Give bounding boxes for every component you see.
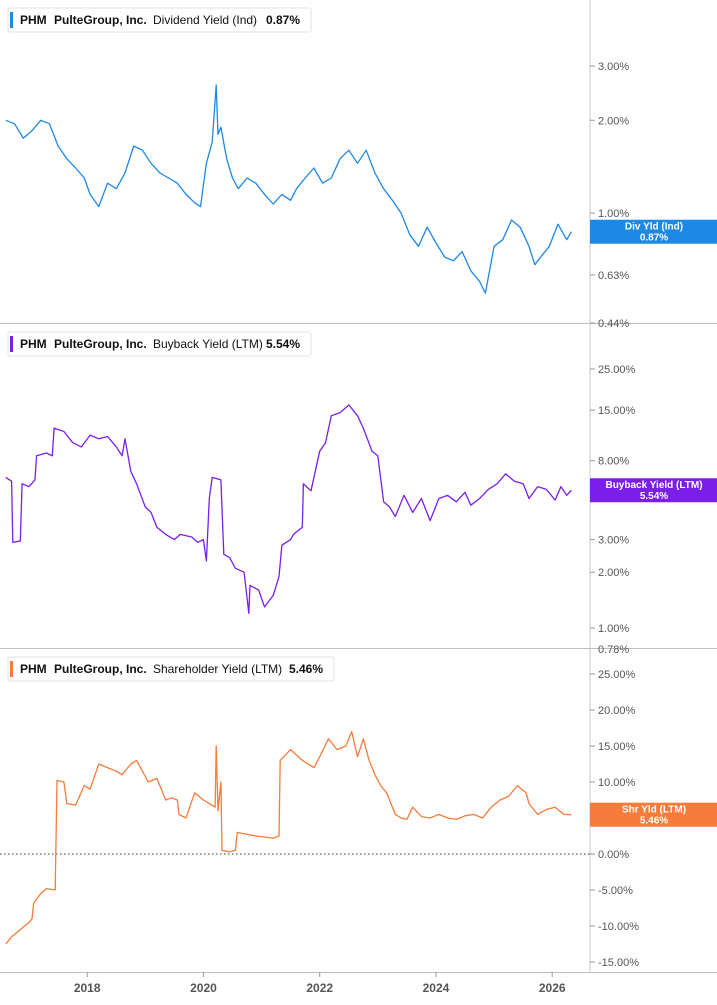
panel-1: 3.00%2.00%1.00%0.63%0.44%Div Yld (Ind)0.…	[0, 7, 717, 330]
legend: PHM PulteGroup, Inc. Dividend Yield (Ind) 0…	[7, 7, 312, 33]
y-tick-label: 0.63%	[598, 270, 629, 282]
y-tick-label: 8.00%	[598, 456, 629, 468]
y-tick-label: 0.00%	[598, 849, 629, 861]
value-badge-label: Buyback Yield (LTM)	[605, 480, 702, 491]
x-tick-label: 2022	[306, 981, 333, 995]
series-line	[5, 404, 572, 614]
value-badge-label: Shr Yld (LTM)	[622, 805, 686, 816]
panel-2: 25.00% 15.00% 8.00% 3.00% 2.00% 1.00% Buyback …	[0, 331, 717, 649]
legend: PHM PulteGroup, Inc. Buyback Yield (LTM) 5.…	[7, 331, 312, 357]
value-badge-value: 0.87%	[640, 233, 668, 244]
legend-box	[7, 656, 335, 682]
y-tick-label: 3.00%	[598, 535, 629, 547]
value-badge	[590, 478, 717, 503]
legend-box	[7, 7, 312, 33]
legend-metric: Shareholder Yield (LTM)	[153, 662, 282, 676]
value-badge-value: 5.46%	[640, 816, 668, 827]
y-tick-label: -15.00%	[598, 957, 639, 969]
x-axis: 2018 2020 2022 2024 2026	[0, 972, 717, 995]
y-tick-label: 1.00%	[598, 623, 629, 635]
y-tick-label: 20.00%	[598, 705, 636, 717]
x-tick-label: 2024	[423, 981, 450, 995]
legend-current-value: 5.54%	[266, 337, 300, 351]
value-badge	[590, 219, 717, 244]
y-tick-label: 3.00%	[598, 61, 629, 73]
series-line	[5, 730, 572, 945]
y-tick-label: 25.00%	[598, 364, 636, 376]
y-tick-label: 2.00%	[598, 567, 629, 579]
y-tick-label: 2.00%	[598, 115, 629, 127]
legend-company: PulteGroup, Inc.	[54, 337, 147, 351]
y-tick-label: 0.44%	[598, 318, 629, 330]
y-tick-label: 1.00%	[598, 208, 629, 220]
x-tick-label: 2018	[74, 981, 101, 995]
y-tick-label: 15.00%	[598, 405, 636, 417]
legend-current-value: 5.46%	[289, 662, 323, 676]
y-tick-label: 25.00%	[598, 669, 636, 681]
value-badge	[590, 802, 717, 827]
value-badge-label: Div Yld (Ind)	[625, 222, 683, 233]
legend-ticker: PHM	[20, 337, 47, 351]
legend-ticker: PHM	[20, 13, 47, 27]
legend-metric: Buyback Yield (LTM)	[153, 337, 263, 351]
axis-overflow-label: 0.78%	[598, 644, 629, 656]
legend-box	[7, 331, 312, 357]
legend-color-swatch	[10, 336, 13, 352]
legend-current-value: 0.87%	[266, 13, 300, 27]
value-badge-value: 5.54%	[640, 491, 668, 502]
x-tick-label: 2020	[190, 981, 217, 995]
legend-metric: Dividend Yield (Ind)	[153, 13, 257, 27]
legend: PHM PulteGroup, Inc. Shareholder Yield (LT…	[7, 656, 335, 682]
legend-company: PulteGroup, Inc.	[54, 13, 147, 27]
x-tick-label: 2026	[539, 981, 566, 995]
legend-color-swatch	[10, 12, 13, 28]
series-line	[5, 84, 572, 294]
y-tick-label: -5.00%	[598, 885, 633, 897]
legend-color-swatch	[10, 661, 13, 677]
legend-company: PulteGroup, Inc.	[54, 662, 147, 676]
legend-ticker: PHM	[20, 662, 47, 676]
panel-3: 25.00%20.00%15.00%10.00%5.00%0.00%-5.00%…	[0, 656, 717, 969]
y-tick-label: 10.00%	[598, 777, 636, 789]
y-tick-label: 15.00%	[598, 741, 636, 753]
y-tick-label: -10.00%	[598, 921, 639, 933]
